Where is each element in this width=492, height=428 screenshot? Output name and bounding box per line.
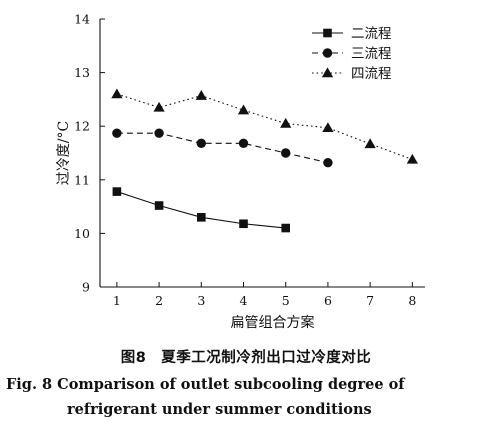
data-point: [406, 153, 418, 164]
x-tick-label: 3: [197, 293, 205, 308]
data-point: [280, 117, 292, 128]
data-point: [196, 213, 206, 222]
legend-label: 二流程: [351, 26, 392, 42]
data-point: [112, 187, 122, 196]
y-tick-label: 14: [74, 12, 90, 27]
x-tick-label: 1: [113, 293, 121, 308]
legend-item: 二流程: [312, 26, 392, 42]
x-tick-label: 7: [366, 293, 374, 308]
legend-marker: [323, 28, 332, 38]
legend-label: 三流程: [351, 46, 392, 62]
x-tick-label: 8: [408, 293, 416, 308]
data-point: [111, 88, 123, 99]
data-point: [239, 219, 248, 229]
data-point: [196, 138, 206, 149]
data-point: [281, 223, 291, 233]
y-tick-label: 10: [74, 226, 90, 241]
series-line: [116, 191, 286, 229]
data-point: [153, 101, 165, 112]
y-tick-label: 9: [82, 280, 90, 295]
data-point: [238, 138, 249, 149]
data-point: [112, 128, 122, 138]
data-point: [154, 201, 164, 210]
series-layer: [111, 88, 418, 233]
data-point: [281, 148, 291, 158]
series-2: [112, 128, 333, 168]
data-point: [195, 90, 207, 100]
series-line: [116, 132, 329, 164]
x-tick-label: 2: [155, 293, 163, 308]
legend-item: 四流程: [312, 66, 392, 82]
figure-caption-english-line1: Fig. 8 Comparison of outlet subcooling d…: [6, 376, 405, 393]
series-1: [112, 187, 291, 233]
figure-caption-english: Fig. 8 Comparison of outlet subcooling d…: [0, 372, 492, 422]
series-3: [111, 88, 418, 164]
x-tick-label: 5: [282, 293, 290, 308]
data-point: [364, 138, 376, 149]
x-axis-title: 扁管组合方案: [231, 314, 315, 331]
y-tick-label: 11: [74, 172, 90, 187]
legend-marker: [321, 67, 334, 78]
legend-item: 三流程: [312, 46, 392, 62]
series-line: [116, 93, 413, 160]
y-tick-label: 12: [74, 119, 90, 134]
y-tick-label: 13: [74, 65, 90, 80]
legend-marker: [322, 48, 333, 58]
y-axis-title: 过冷度/°C: [56, 121, 72, 185]
x-tick-label: 4: [240, 293, 248, 308]
data-point: [154, 128, 164, 138]
data-point: [322, 122, 334, 133]
figure-caption-english-line2: refrigerant under summer conditions: [67, 401, 372, 418]
legend-label: 四流程: [351, 66, 392, 82]
x-tick-label: 6: [324, 293, 332, 308]
data-point: [323, 157, 333, 168]
figure-caption-chinese: 图8 夏季工况制冷剂出口过冷度对比: [120, 350, 372, 366]
data-point: [237, 104, 250, 115]
